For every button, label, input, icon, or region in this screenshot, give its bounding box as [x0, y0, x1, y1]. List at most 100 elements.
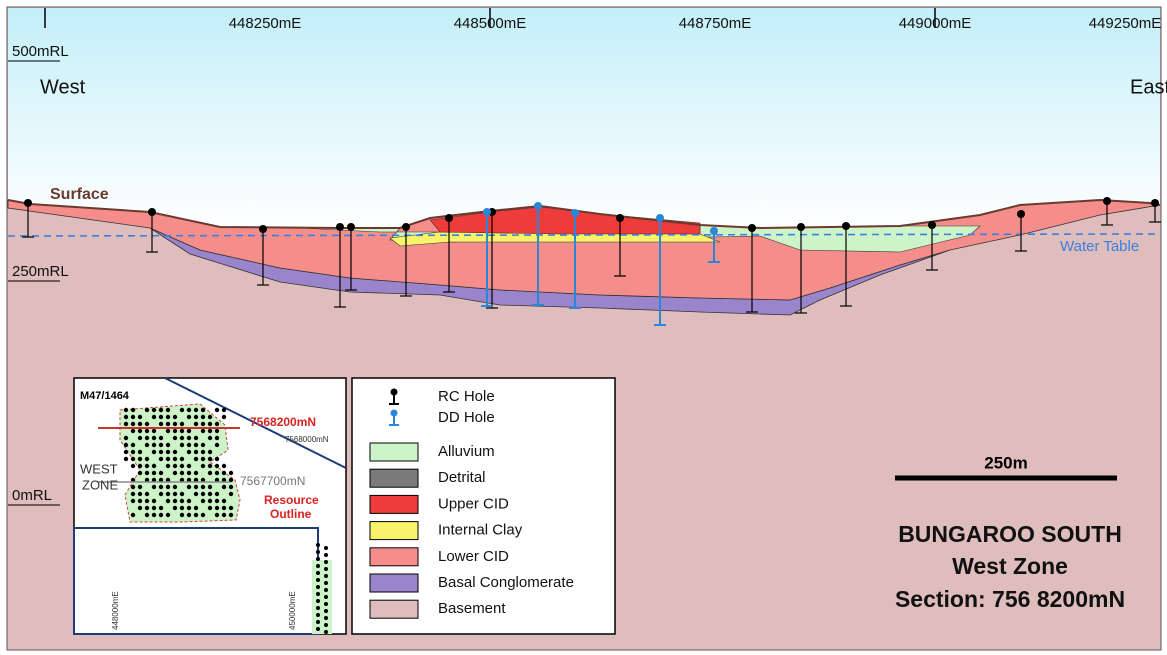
- drill-dot: [166, 422, 170, 426]
- inset-easting: 448000mE: [111, 591, 120, 630]
- drill-dot: [173, 464, 177, 468]
- drill-dot: [152, 464, 156, 468]
- drill-dot: [173, 415, 177, 419]
- drill-dot: [187, 443, 191, 447]
- drill-dot: [324, 602, 328, 606]
- drill-dot: [138, 485, 142, 489]
- title: Section: 756 8200mN: [895, 586, 1125, 612]
- drill-dot: [215, 457, 219, 461]
- tenement-label: M47/1464: [80, 390, 130, 402]
- drill-dot: [159, 422, 163, 426]
- drill-dot: [194, 408, 198, 412]
- drill-dot: [215, 506, 219, 510]
- drill-dot: [145, 408, 149, 412]
- drill-dot: [187, 499, 191, 503]
- drill-dot: [201, 450, 205, 454]
- drill-dot: [316, 543, 320, 547]
- drill-dot: [194, 415, 198, 419]
- drill-dot: [138, 422, 142, 426]
- drill-dot: [166, 429, 170, 433]
- drill-dot: [222, 471, 226, 475]
- drill-dot: [215, 492, 219, 496]
- hole-collar: [1017, 210, 1025, 218]
- drill-dot: [194, 443, 198, 447]
- resource-label: Outline: [270, 507, 312, 521]
- drill-dot: [180, 506, 184, 510]
- drill-dot: [222, 415, 226, 419]
- drill-dot: [145, 464, 149, 468]
- legend-label: Detrital: [438, 469, 486, 486]
- drill-dot: [316, 585, 320, 589]
- scale-label: 250m: [984, 453, 1027, 472]
- northing-upper: 7568000mN: [285, 435, 329, 444]
- drill-dot: [187, 485, 191, 489]
- inset-map: M47/1464 7568200mN 7568000mN 7567700mN W…: [74, 378, 346, 634]
- drill-dot: [215, 436, 219, 440]
- drill-dot: [173, 492, 177, 496]
- drill-dot: [187, 408, 191, 412]
- drill-dot: [229, 471, 233, 475]
- drill-dot: [145, 457, 149, 461]
- drill-dot: [180, 499, 184, 503]
- drill-dot: [324, 546, 328, 550]
- inset-easting: 450000mE: [288, 591, 297, 630]
- drill-dot: [194, 513, 198, 517]
- legend-label: Basal Conglomerate: [438, 574, 574, 591]
- drill-dot: [194, 506, 198, 510]
- drill-dot: [166, 450, 170, 454]
- legend-label: Basement: [438, 600, 506, 617]
- drill-dot: [131, 422, 135, 426]
- hole-collar: [336, 223, 344, 231]
- title: BUNGAROO SOUTH: [898, 521, 1122, 547]
- drill-dot: [138, 450, 142, 454]
- drill-dot: [145, 506, 149, 510]
- drill-dot: [201, 513, 205, 517]
- drill-dot: [187, 471, 191, 475]
- drill-dot: [324, 574, 328, 578]
- drill-dot: [215, 422, 219, 426]
- drill-dot: [222, 506, 226, 510]
- drill-dot: [208, 429, 212, 433]
- drill-dot: [222, 499, 226, 503]
- hole-collar: [534, 202, 542, 210]
- legend-swatch: [370, 495, 418, 513]
- hole-collar: [347, 223, 355, 231]
- drill-dot: [145, 471, 149, 475]
- drill-dot: [324, 609, 328, 613]
- drill-dot: [215, 408, 219, 412]
- drill-dot: [138, 464, 142, 468]
- drill-dot: [159, 443, 163, 447]
- drill-dot: [131, 485, 135, 489]
- drill-dot: [222, 408, 226, 412]
- legend-label: Lower CID: [438, 548, 509, 565]
- drill-dot: [208, 457, 212, 461]
- legend-hole: [391, 389, 398, 396]
- drill-dot: [208, 415, 212, 419]
- drill-dot: [208, 464, 212, 468]
- drill-dot: [194, 492, 198, 496]
- drill-dot: [324, 630, 328, 634]
- drill-dot: [124, 422, 128, 426]
- drill-dot: [324, 616, 328, 620]
- drill-dot: [145, 422, 149, 426]
- drill-dot: [138, 415, 142, 419]
- easting-label: 448500mE: [454, 15, 527, 32]
- drill-dot: [173, 485, 177, 489]
- surface-label: Surface: [50, 186, 109, 203]
- sky: [8, 8, 1160, 228]
- drill-dot: [194, 485, 198, 489]
- easting-label: 448750mE: [679, 15, 752, 32]
- drill-dot: [159, 436, 163, 440]
- drill-dot: [124, 408, 128, 412]
- drill-dot: [166, 513, 170, 517]
- drill-dot: [229, 513, 233, 517]
- cross-section: 448250mE448500mE448750mE449000mE449250mE…: [0, 0, 1167, 655]
- hole-collar: [445, 214, 453, 222]
- drill-dot: [159, 457, 163, 461]
- drill-dot: [138, 492, 142, 496]
- drill-dot: [159, 471, 163, 475]
- drill-dot: [124, 436, 128, 440]
- drill-dot: [215, 443, 219, 447]
- drill-dot: [173, 506, 177, 510]
- drill-dot: [131, 513, 135, 517]
